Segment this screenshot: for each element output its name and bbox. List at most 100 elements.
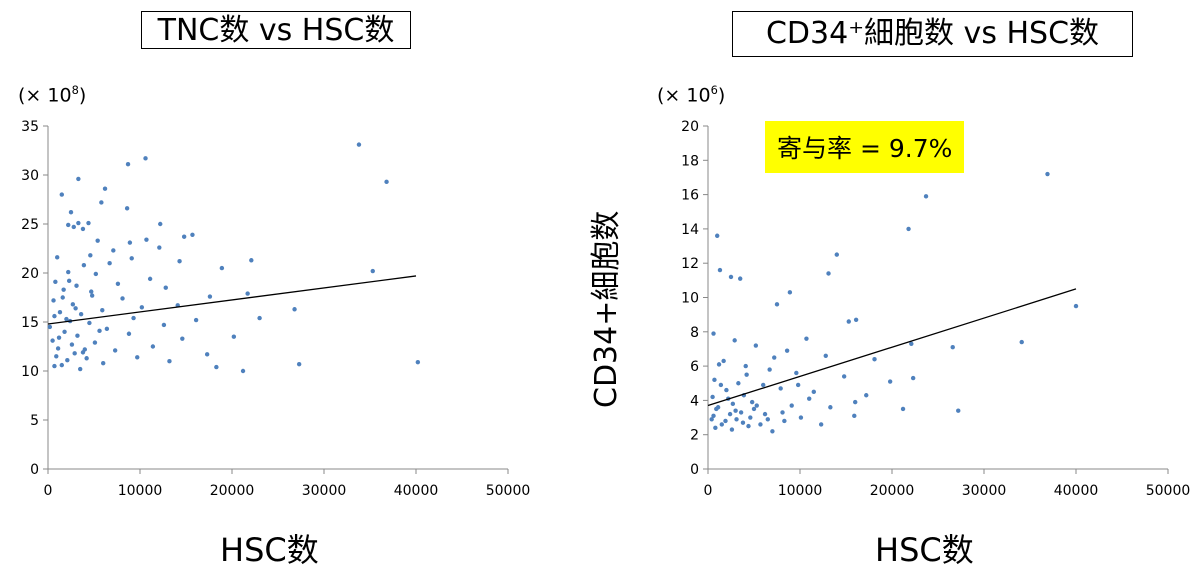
chart-1-data-point [99, 200, 104, 205]
chart-1-data-point [214, 364, 219, 370]
chart-1-data-point [69, 342, 75, 347]
chart-2-y-tick-label: 10 [681, 291, 699, 307]
chart-2-data-point [767, 367, 772, 372]
chart-1-data-point [144, 237, 149, 242]
chart-2-data-point [784, 348, 790, 353]
chart-1-data-point [92, 340, 98, 345]
chart-1-data-point [150, 344, 156, 349]
chart-1-y-tick-label: 30 [21, 168, 39, 184]
chart-2-data-point [798, 415, 804, 420]
chart-2-data-point [724, 387, 729, 393]
chart-1-data-point [55, 346, 61, 351]
chart-2-data-point [887, 379, 893, 384]
chart-2-data-point [733, 408, 738, 413]
chart-1-data-point [181, 234, 187, 239]
chart-1-data-point [59, 192, 64, 197]
r-squared-annotation: 寄与率 = 9.7% [765, 121, 965, 173]
chart-2-data-point [872, 357, 877, 362]
chart-1-data-point [107, 261, 112, 266]
chart-2-data-point [762, 411, 768, 417]
chart-1-data-point [80, 226, 86, 232]
chart-1-data-point [139, 305, 145, 310]
chart-2-data-point [789, 403, 794, 408]
chart-1-data-point [47, 324, 53, 330]
chart-2-data-point [743, 363, 748, 369]
chart-1-data-point [384, 179, 389, 185]
chart-2-data-point [818, 422, 824, 427]
chart-1-data-point [76, 176, 81, 182]
chart-1-x-tick-label: 10000 [118, 483, 163, 499]
chart-2-y-tick-label: 6 [690, 359, 699, 375]
chart-2-data-point [711, 413, 716, 419]
chart-1-data-point [101, 360, 106, 366]
chart-1-data-point [257, 315, 262, 321]
chart-1-data-point [115, 281, 121, 286]
chart-1-data-point [61, 287, 66, 292]
chart-1-data-point [163, 285, 168, 290]
chart-1-trendline [47, 275, 417, 325]
chart-2-y-multiplier: (× 106) [657, 83, 726, 107]
chart-2-x-tick-label: 10000 [778, 483, 823, 499]
chart-2-y-tick-label: 20 [681, 119, 699, 135]
chart-2-x-tick-label: 20000 [870, 483, 915, 499]
chart-2-data-point [729, 427, 735, 432]
chart-1-data-point [161, 322, 167, 328]
chart-1-data-point [76, 220, 81, 226]
chart-1-data-point [131, 315, 136, 321]
chart-2-data-point [906, 226, 911, 232]
chart-2-data-point [712, 377, 717, 383]
chart-1-data-point [73, 306, 78, 311]
chart-2-data-point [787, 290, 793, 295]
chart-2-data-point [758, 422, 763, 427]
chart-2-data-point [748, 415, 753, 420]
chart-1-data-point [143, 156, 148, 161]
chart-1-data-point [249, 258, 254, 263]
chart-2-data-point [749, 399, 755, 405]
chart-2-data-point [846, 319, 851, 324]
chart-1-data-point [124, 206, 130, 211]
chart-2-data-point [736, 381, 741, 386]
chart-1-data-point [296, 361, 302, 367]
chart-2-y-tick-label: 4 [690, 393, 699, 409]
chart-2-data-point [782, 418, 787, 424]
chart-1-data-point [104, 326, 110, 332]
chart-1-y-tick-label: 0 [30, 462, 39, 478]
chart-2-data-point [950, 345, 955, 350]
chart-2-title: CD34⁺細胞数 vs HSC数 [732, 11, 1133, 57]
chart-2-data-point [780, 410, 785, 415]
chart-1-data-point [231, 334, 237, 339]
chart-1-data-point [180, 336, 185, 341]
chart-2-x-axis-label: HSC数 [875, 531, 974, 569]
chart-2-x-tick-label: 30000 [962, 483, 1007, 499]
chart-1-data-point [71, 224, 76, 230]
chart-1-data-point [245, 291, 250, 296]
chart-2-data-point [852, 413, 857, 419]
chart-2-trendline [707, 288, 1077, 407]
chart-1-y-tick-label: 10 [21, 364, 39, 380]
chart-2-data-point [738, 410, 744, 415]
chart-2-data-point [754, 403, 759, 408]
chart-2-data-point [715, 233, 720, 238]
chart-2-data-point [716, 362, 722, 367]
chart-2-data-point [853, 317, 859, 322]
chart-1-data-point [120, 296, 125, 301]
chart-1-data-point [57, 310, 63, 315]
chart-2-data-point [730, 401, 736, 407]
chart-1-data-point [193, 317, 199, 323]
chart-1-data-point [129, 256, 134, 261]
chart-2-y-tick-label: 8 [690, 325, 699, 341]
chart-2-data-point [723, 418, 728, 424]
chart-1-data-point [100, 308, 105, 313]
chart-2-data-point [841, 374, 847, 379]
chart-1-data-point [292, 307, 297, 312]
chart-2-data-point [761, 382, 766, 388]
chart-1-data-point [190, 232, 195, 237]
chart-2-data-point [709, 417, 714, 422]
chart-2-data-point [714, 406, 719, 412]
chart-1-data-point [72, 351, 77, 356]
chart-1-data-point [102, 186, 108, 191]
chart-1-y-tick-label: 35 [21, 119, 39, 135]
chart-2-data-point [751, 406, 757, 412]
chart-1-data-point [60, 295, 65, 300]
